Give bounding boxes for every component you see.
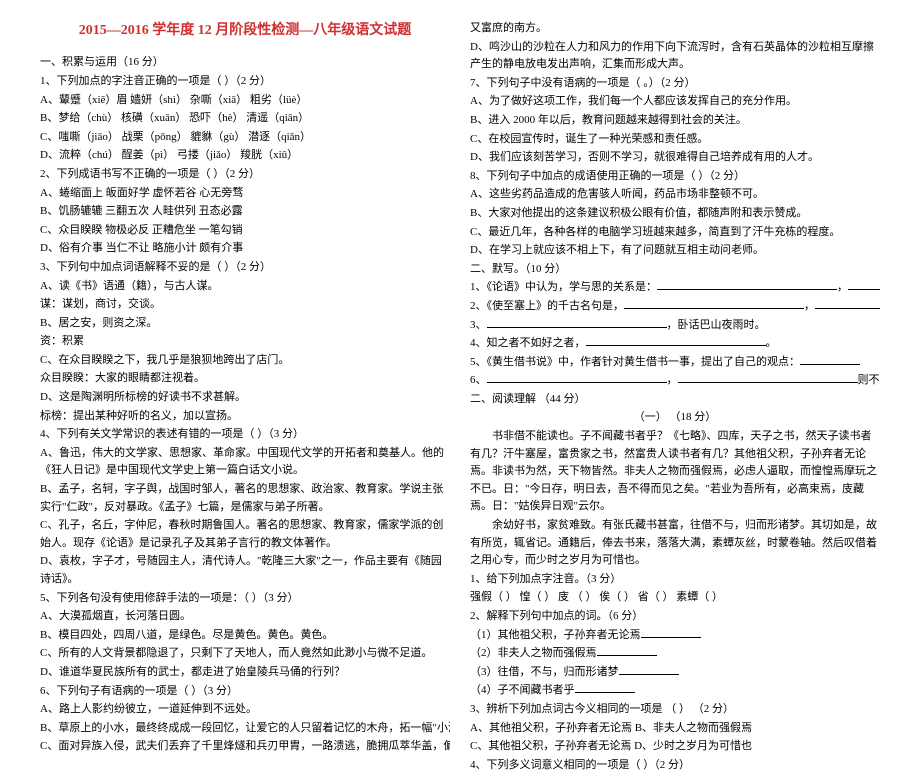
q9: 8、下列句子中加点的成语使用正确的一项是（ ）（2 分） <box>470 168 880 186</box>
m5: 5、《黄生借书说》中，作者针对黄生借书一事，提出了自己的观点： <box>470 354 880 372</box>
r1: 1、给下列加点字注音。（3 分） <box>470 571 880 589</box>
m5-r: 则不复也。 <box>858 374 881 386</box>
blank <box>678 373 858 383</box>
q6-a: A、路上人影约纷彼立，一道延伸到不远处。 <box>40 701 450 719</box>
blank <box>487 373 667 383</box>
m2-r: 卧话巴山夜雨时。 <box>678 319 766 331</box>
m4: 4、知之者不如好之者，。 <box>470 335 880 353</box>
q9-a: A、这些劣药品造成的危害骇人听闻，药品市场非整顿不可。 <box>470 186 880 204</box>
blank <box>619 665 679 675</box>
r3: 3、辨析下列加点词古今义相同的一项是 （ ） （2 分） <box>470 701 880 719</box>
q3-b2: 资：积累 <box>40 333 450 351</box>
q9-b: B、大家对他提出的这条建议积极公眼有价值，都随声附和表示赞成。 <box>470 205 880 223</box>
blank <box>815 299 880 309</box>
q9-d: D、在学习上就应该不相上下，有了问题就互相主动问老师。 <box>470 242 880 260</box>
m3-label: 4、知之者不如好之者， <box>470 337 586 349</box>
q2-d: D、俗有介事 当仁不让 略施小计 颇有介事 <box>40 240 450 258</box>
q3: 3、下列句中加点词语解释不妥的是（ ）（2 分） <box>40 259 450 277</box>
exam-title: 2015—2016 学年度 12 月阶段性检测—八年级语文试题 <box>40 20 450 42</box>
q3-a2: 谋：谋划，商讨，交谈。 <box>40 296 450 314</box>
q8-b: B、进入 2000 年以后，教育问题越来越得到社会的关注。 <box>470 112 880 130</box>
right-column: 又富庶的南方。 D、鸣沙山的沙粒在人力和风力的作用下向下流泻时，含有石英晶体的沙… <box>460 20 890 630</box>
q3-c2: 众目睽睽：大家的眼睛都注视着。 <box>40 370 450 388</box>
blank <box>487 318 667 328</box>
q5-c: C、所有的人文背景都隐退了，只剩下了天地人，而人竟然如此渺小与微不足道。 <box>40 645 450 663</box>
passage-1-text2: 余幼好书，家贫难致。有张氏藏书甚富，往借不与，归而形诸梦。其切如是，故有所览，辄… <box>470 517 880 570</box>
q8-d: D、我们应该刻苦学习，否则不学习，就很难得自己培养成有用的人才。 <box>470 149 880 167</box>
q7-cont: 又富庶的南方。 <box>470 20 880 38</box>
q1-a: A、颦蹙（xiē）眉 嫱妍（shì） 杂嘶（xiā） 粗劣（lüè） <box>40 92 450 110</box>
m3: 3、，卧话巴山夜雨时。 <box>470 317 880 335</box>
blank <box>657 280 837 290</box>
q5-d: D、谁道华夏民族所有的武士，都走进了始皇陵兵马俑的行列？ <box>40 664 450 682</box>
q4-b: B、孟子，名轲，字子舆，战国时邹人，著名的思想家、政治家、教育家。学说主张实行"… <box>40 481 450 516</box>
blank <box>575 683 635 693</box>
r2-b: （2）非夫人之物而强假焉 <box>470 645 880 663</box>
q3-c: C、在众目睽睽之下，我几乎是狼狈地跨出了店门。 <box>40 352 450 370</box>
r2b-text: （2）非夫人之物而强假焉 <box>470 647 597 659</box>
q4-c: C、孔子，名丘，字仲尼，春秋时期鲁国人。著名的思想家、教育家，儒家学派的创始人。… <box>40 517 450 552</box>
section-1: 一、积累与运用（16 分） <box>40 54 450 72</box>
q5: 5、下列各句没有使用修辞手法的一项是：（ ）（3 分） <box>40 590 450 608</box>
q3-b: B、居之安，则资之深。 <box>40 315 450 333</box>
blank <box>848 280 880 290</box>
q2: 2、下列成语书写不正确的一项是（ ）（2 分） <box>40 166 450 184</box>
q3-d2: 标榜：提出某种好听的名义，加以宣扬。 <box>40 408 450 426</box>
q5-a: A、大漠孤烟直，长河落日圆。 <box>40 608 450 626</box>
q1-b: B、梦给（chù） 核磺（xuān） 恐吓（hè） 清遥（qiān） <box>40 110 450 128</box>
q3-d: D、这是陶渊明所标榜的好读书不求甚解。 <box>40 389 450 407</box>
r2: 2、解释下列句中加点的词。（6 分） <box>470 608 880 626</box>
r2-d: （4）子不闻藏书者乎 <box>470 682 880 700</box>
r4: 4、下列多义词意义相同的一项是（ ）（2 分） <box>470 757 880 774</box>
r3-b: C、其他祖父积，子孙弃者无论焉 D、少时之岁月为可惜也 <box>470 738 880 756</box>
q5-b: B、模目四处，四周八道，是绿色。尽是黄色。黄色。黄色。 <box>40 627 450 645</box>
q4-a: A、鲁迅，伟大的文学家、思想家、革命家。中国现代文学的开拓者和奠基人。他的《狂人… <box>40 445 450 480</box>
m2: 2、《使至塞上》的千古名句是，， <box>470 298 880 316</box>
section-2: 二、默写。（10 分） <box>470 261 880 279</box>
blank <box>586 336 766 346</box>
q4: 4、下列有关文学常识的表述有错的一项是（ ）（3 分） <box>40 426 450 444</box>
q6-b: B、草原上的小水，最终终成成一段回忆，让爱它的人只留着记忆的木舟，拓一幅"小池烟… <box>40 720 450 738</box>
q1: 1、下列加点的字注音正确的一项是（ ）（2 分） <box>40 73 450 91</box>
q1-d: D、流粹（chú） 酲姜（pì） 弓搂（jiǎo） 羧胱（xiū） <box>40 147 450 165</box>
blank <box>800 355 860 365</box>
m6: 6、，则不复也。 <box>470 372 880 390</box>
q6: 6、下列句子有语病的一项是（ ）（3 分） <box>40 683 450 701</box>
blank <box>597 646 657 656</box>
blank <box>641 628 701 638</box>
q1-c: C、嗤嘶（jiāo） 战栗（pǒng） 貔貅（gù） 潜逐（qiǎn） <box>40 129 450 147</box>
q7-d: D、鸣沙山的沙粒在人力和风力的作用下向下流泻时，含有石英晶体的沙粒相互摩擦产生的… <box>470 39 880 74</box>
q8-a: A、为了做好这项工作，我们每一个人都应该发挥自己的充分作用。 <box>470 93 880 111</box>
m1: 1、《论语》中认为，学与思的关系是：， <box>470 279 880 297</box>
r2-c: （3）往借，不与，归而形诸梦 <box>470 664 880 682</box>
blank <box>624 299 804 309</box>
q2-c: C、众目睽睽 物极必反 正糟危坐 一笔勾销 <box>40 222 450 240</box>
q8: 7、下列句子中没有语病的一项是（ 。）（2 分） <box>470 75 880 93</box>
q6-c: C、面对异族入侵，武夫们丢弃了千里烽燧和兵刃甲胄，一路溃逃，脆拥瓜萃华盖，偏安向… <box>40 738 450 756</box>
r3-a: A、其他祖父积，子孙弃者无论焉 B、非夫人之物而强假焉 <box>470 720 880 738</box>
q2-a: A、蜷缩面上 皈面好学 虚怀若谷 心无旁骛 <box>40 185 450 203</box>
passage-1-text: 书非借不能读也。子不闻藏书者乎？《七略》、四库，天子之书，然天子读书者有几？汗牛… <box>470 428 880 516</box>
q4-d: D、袁枚，字子才，号随园主人，清代诗人。"乾隆三大家"之一，作品主要有《随园诗话… <box>40 553 450 588</box>
section-3: 二、阅读理解 （44 分） <box>470 391 880 409</box>
r1-a: 强假（ ） 惶（ ） 庋 （ ） 俟（ ） 省（ ） 素蟫（ ） <box>470 589 880 607</box>
q2-b: B、饥肠辘辘 三翻五次 人畦供列 丑态必露 <box>40 203 450 221</box>
m2-label: 2、《使至塞上》的千古名句是， <box>470 300 624 312</box>
left-column: 2015—2016 学年度 12 月阶段性检测—八年级语文试题 一、积累与运用（… <box>30 20 460 630</box>
r2a-text: （1）其他祖父积，子孙弃者无论焉 <box>470 629 641 641</box>
m1-label: 1、《论语》中认为，学与思的关系是： <box>470 281 657 293</box>
r2-a: （1）其他祖父积，子孙弃者无论焉 <box>470 627 880 645</box>
q8-c: C、在校园宣传时，诞生了一种光荣感和责任感。 <box>470 131 880 149</box>
q3-a: A、读《书》语通（籍），与古人谋。 <box>40 278 450 296</box>
r2d-text: （4）子不闻藏书者乎 <box>470 684 575 696</box>
m4-label: 5、《黄生借书说》中，作者针对黄生借书一事，提出了自己的观点： <box>470 356 800 368</box>
q9-c: C、最近几年，各种各样的电脑学习班越来越多，简直到了汗牛充栋的程度。 <box>470 224 880 242</box>
passage-1-title: （一） （18 分） <box>470 409 880 427</box>
r2c-text: （3）往借，不与，归而形诸梦 <box>470 666 619 678</box>
